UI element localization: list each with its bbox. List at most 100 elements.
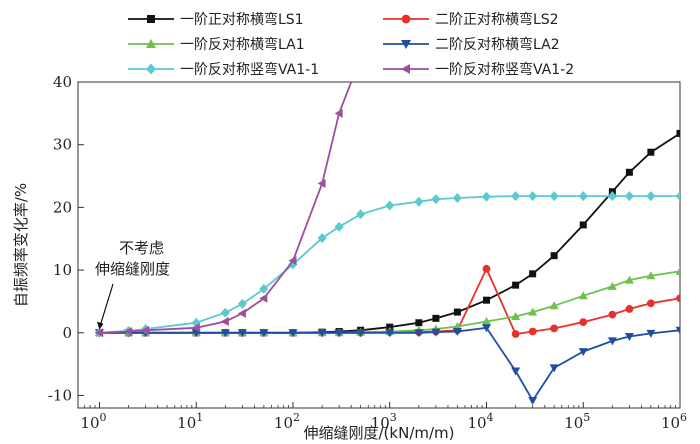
- y-tick-label: 0: [62, 324, 72, 342]
- annotation-arrowhead: [96, 321, 104, 330]
- marker-triangle-up: [146, 39, 156, 48]
- marker-triangle-down: [401, 40, 411, 49]
- marker-square: [453, 308, 461, 316]
- marker-circle: [608, 310, 617, 319]
- marker-diamond: [452, 192, 462, 203]
- marker-square: [529, 270, 537, 278]
- marker-square: [647, 148, 655, 156]
- marker-triangle-left: [191, 323, 200, 333]
- x-axis: 100 101 102 103 104 105 106: [80, 402, 687, 432]
- marker-triangle-down: [317, 329, 327, 338]
- legend-item: 二阶反对称横弯LA2: [383, 36, 560, 53]
- legend: 一阶正对称横弯LS1 二阶正对称横弯LS2 一阶反对称横弯LA1 二阶反对称横弯LA2…: [128, 11, 574, 78]
- x-tick-label: 101: [177, 411, 203, 432]
- marker-diamond: [259, 283, 269, 294]
- legend-label: 一阶正对称横弯LS1: [180, 11, 304, 28]
- plot-frame: [77, 81, 681, 409]
- marker-square: [579, 221, 587, 229]
- marker-circle: [550, 324, 559, 333]
- marker-circle: [646, 299, 655, 308]
- marker-diamond: [414, 196, 424, 207]
- marker-circle: [511, 330, 520, 338]
- marker-triangle-up: [607, 281, 617, 290]
- marker-triangle-up: [675, 266, 680, 275]
- marker-diamond: [578, 191, 588, 202]
- marker-circle: [528, 327, 537, 336]
- marker-triangle-down: [646, 329, 656, 338]
- marker-diamond: [146, 63, 156, 75]
- y-tick-label: 20: [53, 198, 72, 216]
- marker-triangle-up: [549, 301, 559, 310]
- marker-triangle-down: [414, 329, 424, 338]
- marker-triangle-left: [94, 328, 103, 338]
- marker-circle: [401, 14, 411, 24]
- marker-triangle-down: [288, 329, 298, 338]
- y-axis: -10 0 10 20 30 40: [48, 73, 84, 404]
- marker-diamond: [607, 191, 617, 202]
- marker-diamond: [385, 200, 395, 211]
- series-layer: [94, 82, 680, 405]
- marker-triangle-up: [578, 291, 588, 300]
- marker-triangle-up: [511, 311, 521, 320]
- marker-triangle-up: [646, 271, 656, 280]
- marker-triangle-up: [452, 322, 462, 330]
- marker-triangle-down: [385, 329, 395, 338]
- series-二阶反对称横弯LA2: [94, 324, 680, 405]
- marker-triangle-left: [220, 316, 229, 326]
- marker-triangle-left: [259, 293, 268, 303]
- marker-triangle-down: [624, 333, 634, 342]
- x-tick-label: 102: [274, 411, 300, 432]
- marker-triangle-down: [607, 337, 617, 346]
- series-line: [99, 326, 680, 403]
- marker-square: [482, 296, 490, 304]
- marker-square: [415, 319, 423, 327]
- legend-label: 二阶正对称横弯LS2: [435, 11, 559, 28]
- marker-square: [550, 252, 558, 260]
- marker-circle: [625, 305, 634, 313]
- marker-circle: [676, 294, 680, 303]
- marker-diamond: [237, 298, 247, 309]
- x-tick-label: 104: [467, 411, 493, 432]
- marker-triangle-down: [431, 328, 441, 337]
- y-tick-label: -10: [48, 386, 72, 404]
- marker-triangle-down: [259, 329, 269, 338]
- marker-square: [625, 168, 633, 176]
- marker-diamond: [356, 209, 366, 220]
- legend-item: 一阶反对称竖弯VA1-2: [383, 61, 574, 78]
- marker-square: [512, 281, 520, 289]
- marker-diamond: [220, 307, 230, 318]
- x-tick-label: 105: [564, 411, 590, 432]
- x-tick-label: 103: [371, 411, 397, 432]
- x-tick-label: 106: [661, 411, 687, 432]
- marker-diamond: [675, 191, 680, 202]
- marker-diamond: [481, 191, 491, 202]
- marker-diamond: [431, 194, 441, 205]
- marker-triangle-down: [675, 326, 680, 335]
- x-axis-title: 伸缩缝刚度/(kN/m/m): [304, 424, 455, 442]
- series-line: [99, 195, 680, 334]
- marker-triangle-up: [624, 275, 634, 284]
- legend-item: 二阶正对称横弯LS2: [383, 11, 559, 28]
- legend-label: 一阶反对称横弯LA1: [180, 36, 305, 53]
- y-axis-title: 自振频率变化率/%: [12, 183, 30, 307]
- marker-triangle-down: [511, 367, 521, 376]
- marker-triangle-left: [401, 64, 410, 74]
- series-一阶正对称横弯LS1: [95, 129, 680, 337]
- marker-diamond: [624, 191, 634, 202]
- legend-item: 一阶反对称竖弯VA1-1: [128, 61, 319, 78]
- marker-triangle-left: [124, 327, 133, 337]
- marker-diamond: [334, 221, 344, 232]
- series-line: [99, 82, 353, 334]
- marker-triangle-down: [528, 396, 538, 405]
- annotation-line-2: 伸缩缝刚度: [95, 260, 170, 278]
- marker-triangle-left: [288, 256, 297, 266]
- marker-triangle-down: [578, 348, 588, 357]
- annotation-line-1: 不考虑: [119, 239, 164, 257]
- marker-triangle-left: [317, 179, 326, 189]
- marker-diamond: [549, 191, 559, 202]
- marker-triangle-down: [452, 328, 462, 337]
- legend-item: 一阶正对称横弯LS1: [128, 11, 304, 28]
- legend-label: 一阶反对称竖弯VA1-2: [435, 61, 574, 78]
- marker-square: [147, 15, 155, 23]
